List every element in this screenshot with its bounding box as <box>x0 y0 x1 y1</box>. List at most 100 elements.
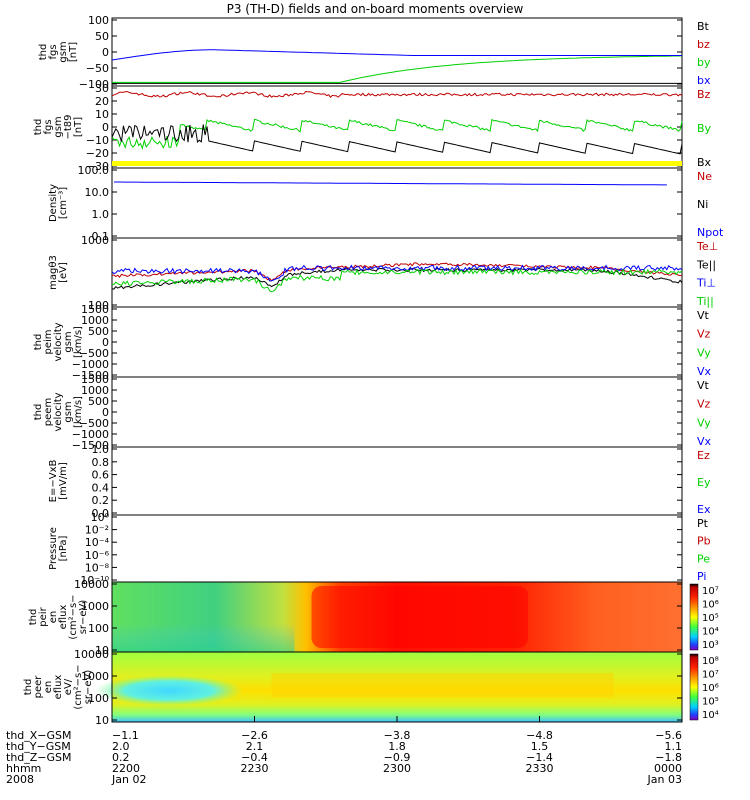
series-bz <box>111 90 683 98</box>
y-axis-label: Density[cm⁻³] <box>48 184 69 222</box>
panel-9: 10000 1000 100 10 thdpeireneflux(cm²−s−sr−eV… <box>28 578 719 657</box>
legend-entry: Ey <box>697 476 711 489</box>
panel-frame <box>111 85 683 169</box>
legend-entry: by <box>697 56 711 69</box>
y-axis-label-line: fgs <box>48 44 59 59</box>
y-tick-label: 1000 <box>81 600 109 613</box>
legend-entry: Ex <box>697 503 711 516</box>
y-axis-label-line: [cm⁻³] <box>58 187 69 219</box>
y-axis-label-line: [nT] <box>68 42 79 62</box>
legend-entry: Vy <box>697 346 711 359</box>
x-tick-label: −0.4 <box>241 751 268 764</box>
panel-3: 100.0 10.0 1.0 0.1 Density[cm⁻³] Ne Ni Npot <box>48 164 724 243</box>
y-tick-label: 1000 <box>81 384 109 397</box>
y-axis-label-line: gsm <box>53 116 64 137</box>
x-tick-label: −1.4 <box>526 751 553 764</box>
legend-entry: Pi <box>697 570 706 583</box>
y-tick-label: −30 <box>86 160 109 173</box>
y-axis-label: thdpeerenefluxeV/(cm²−s−sr−eV) <box>23 664 94 709</box>
panel-4: 1000 100 magθ3[eV] Te⊥ Te|| Ti⊥ Ti|| <box>48 234 718 312</box>
y-tick-label: 0 <box>102 406 109 419</box>
x-tick-label: 0000 <box>654 762 682 775</box>
series-bx <box>111 49 682 61</box>
y-tick-label: 1500 <box>81 373 109 386</box>
y-axis-label-line: [eV] <box>58 262 69 283</box>
y-axis-label-line: thd <box>23 679 34 696</box>
x-axis-row-label: thd_Z−GSM <box>6 751 72 764</box>
y-axis-label-line: gsm <box>63 331 74 352</box>
y-tick-label: 1500 <box>81 303 109 316</box>
y-tick-label: 10⁻¹⁰ <box>80 574 109 587</box>
y-tick-label: 1.0 <box>92 443 110 456</box>
x-tick-label: −3.8 <box>384 729 411 742</box>
x-tick-label: 0.2 <box>112 751 130 764</box>
colorbar-tick-label: 10⁷ <box>702 586 719 597</box>
y-axis-label-line: peem <box>43 398 54 426</box>
y-axis-label-line: thd <box>33 119 44 136</box>
y-tick-label: −1500 <box>72 369 109 382</box>
legend-entry: Pb <box>697 535 711 548</box>
x-tick-label: 2300 <box>383 762 411 775</box>
series-te-perp <box>111 262 683 282</box>
y-tick-label: 10000 <box>74 578 109 591</box>
y-tick-label: −500 <box>79 417 109 430</box>
y-tick-label: 10⁻⁶ <box>85 549 110 562</box>
y-tick-label: 0.2 <box>92 494 110 507</box>
y-axis-label: thdfgsgsm[nT] <box>38 41 79 62</box>
legend-entry: Ti⊥ <box>696 277 716 290</box>
legend-entry: Vt <box>697 379 710 392</box>
y-axis-label-line: thd <box>38 44 49 61</box>
panel-frame <box>111 514 683 583</box>
y-axis-label-line: en <box>48 611 59 624</box>
panel-frame <box>111 376 683 448</box>
y-tick-label: 10.0 <box>85 186 110 199</box>
legend-entry: Ti|| <box>696 295 714 308</box>
y-tick-label: 10⁻⁸ <box>85 561 110 574</box>
x-tick-label: Jan 03 <box>647 773 682 786</box>
panel-7: 1.00.80.60.40.20.0 E=−VxB[mV/m] Ez Ey Ex <box>48 443 711 520</box>
series-by <box>112 55 683 83</box>
legend-entry: Te⊥ <box>696 240 718 253</box>
x-tick-label: 1.1 <box>665 740 683 753</box>
legend-entry: Npot <box>697 226 724 239</box>
y-axis-label-line: eflux <box>58 605 69 630</box>
y-axis-label-line: [nT] <box>73 117 84 137</box>
colorbar-tick-label: 10⁴ <box>702 627 719 638</box>
y-axis-label-line: gsm <box>63 401 74 422</box>
colorbar-tick-label: 10⁴ <box>702 710 719 721</box>
colorbar-tick-label: 10⁵ <box>702 697 719 708</box>
electron-spectrogram-band <box>271 673 614 698</box>
y-axis-label: Pressure[nPa] <box>48 527 69 570</box>
y-axis-label-line: sr−eV) <box>83 670 94 705</box>
y-tick-label: 1000 <box>81 670 109 683</box>
panel-frame <box>111 446 683 516</box>
x-axis-row-label: hhmm <box>6 762 41 775</box>
ion-spectrogram-low <box>112 582 295 652</box>
series-by2 <box>111 118 683 151</box>
legend-entry: Te|| <box>696 258 716 271</box>
y-tick-label: 0.1 <box>92 230 110 243</box>
y-tick-label: 100.0 <box>78 164 110 177</box>
x-tick-label: −1.8 <box>655 751 682 764</box>
x-tick-label: −5.6 <box>655 729 682 742</box>
series-ti-par <box>111 268 683 293</box>
legend-entry: Ne <box>697 170 712 183</box>
y-tick-label: 0.4 <box>92 481 110 494</box>
legend-entry: Ez <box>697 449 710 462</box>
y-axis-label-line: magθ3 <box>48 255 59 290</box>
x-tick-label: 2200 <box>112 762 140 775</box>
y-axis-label: E=−VxB[mV/m] <box>48 460 69 503</box>
panel-10: 10000100010010thdpeerenefluxeV/(cm²−s−sr… <box>23 648 719 727</box>
y-tick-label: 1.0 <box>92 208 110 221</box>
panel-1: 100 50 0 −50 −100 thdfgsgsm[nT] Bt bz by bx <box>38 14 711 91</box>
y-tick-label: 10⁰ <box>91 511 110 524</box>
legend-entry: By <box>697 122 712 135</box>
y-tick-label: 10⁻⁴ <box>85 536 110 549</box>
y-axis-label-line: gsm <box>58 41 69 62</box>
y-axis-label: thdpeemvelocitygsm[km/s] <box>33 392 84 431</box>
y-axis-label-line: eflux <box>53 675 64 700</box>
y-axis-label: thdpeimvelocitygsm[km/s] <box>33 322 84 361</box>
electron-spectrogram-low <box>94 675 244 706</box>
